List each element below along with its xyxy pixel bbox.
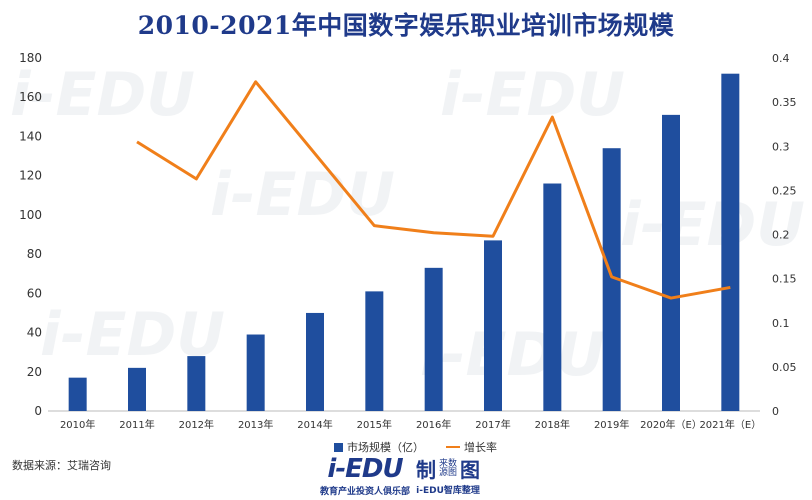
bar-2 — [187, 356, 206, 411]
bar-8 — [543, 183, 562, 411]
x-tick-label: 2012年 — [179, 418, 214, 431]
x-tick-label: 2021年（E） — [699, 418, 761, 431]
legend-item-bars: 市场规模（亿） — [334, 439, 424, 455]
x-tick-label: 2018年 — [535, 418, 570, 431]
logo-block: i-EDU 教育产业投资人俱乐部 — [320, 454, 410, 497]
tick-labels: 0 20 40 60 80 100 120 140 160 180 0 0.05 0.1 0.15 0.2 0… — [19, 51, 796, 431]
bar-5 — [365, 291, 384, 411]
data-source: 数据来源：艾瑞咨询 — [12, 459, 111, 472]
bar-6 — [424, 267, 443, 411]
legend-bar-swatch — [334, 442, 343, 452]
y-right-tick-label: 0.1 — [772, 317, 790, 330]
y-left-tick-label: 20 — [27, 365, 42, 379]
x-tick-label: 2010年 — [60, 418, 95, 431]
y-right-tick-label: 0 — [772, 405, 779, 418]
y-right-tick-label: 0.2 — [772, 229, 790, 242]
x-tick-label: 2017年 — [475, 418, 510, 431]
badge-bottom: 源图 — [439, 467, 458, 478]
y-right-tick-label: 0.3 — [772, 140, 790, 153]
bar-1 — [128, 367, 146, 411]
bar-4 — [306, 312, 324, 411]
chart-title: 2010-2021年中国数字娱乐职业培训市场规模 — [137, 11, 675, 40]
y-right-tick-label: 0.15 — [772, 273, 797, 286]
x-tick-label: 2014年 — [297, 418, 332, 431]
legend-item-line: 增长率 — [446, 439, 497, 455]
legend: 市场规模（亿） 增长率 — [334, 439, 497, 455]
y-left-tick-label: 180 — [19, 51, 42, 65]
bar-10 — [662, 114, 680, 411]
badge-char-1: 制 — [416, 458, 437, 482]
y-right-tick-label: 0.05 — [772, 361, 797, 374]
growth-rate-line — [136, 80, 731, 300]
x-tick-label: 2019年 — [594, 418, 629, 431]
y-left-tick-label: 0 — [34, 404, 42, 418]
logo-text: i-EDU — [327, 453, 403, 484]
x-tick-label: 2011年 — [119, 418, 154, 431]
y-left-tick-label: 40 — [27, 326, 42, 340]
y-left-tick-label: 120 — [19, 169, 42, 183]
legend-bar-label: 市场规模（亿） — [347, 441, 424, 454]
badge-top: 来数 — [439, 458, 458, 469]
y-left-tick-label: 100 — [19, 208, 42, 222]
bar-11 — [721, 73, 740, 411]
badge-block: 制 来数 源图 图 i-EDU智库整理 — [416, 454, 480, 496]
x-tick-label: 2016年 — [416, 418, 451, 431]
y-left-tick-label: 60 — [27, 286, 42, 300]
y-right-tick-label: 0.25 — [772, 184, 797, 197]
x-tick-label: 2013年 — [238, 418, 273, 431]
x-tick-label: 2015年 — [357, 418, 392, 431]
badge-char-2: 图 — [460, 458, 481, 482]
x-tick-label: 2020年（E） — [640, 418, 702, 431]
badge-sub: i-EDU智库整理 — [416, 486, 480, 496]
y-right-tick-label: 0.4 — [772, 52, 790, 65]
logo-tagline: 教育产业投资人俱乐部 — [320, 486, 411, 497]
y-left-tick-label: 140 — [19, 129, 42, 143]
y-right-tick-label: 0.35 — [772, 96, 797, 109]
bar-9 — [602, 148, 621, 411]
footer-logo: i-EDU 教育产业投资人俱乐部 制 来数 源图 图 i-EDU智库整理 — [320, 454, 480, 497]
bar-0 — [68, 377, 87, 411]
line-series — [136, 80, 731, 300]
y-left-tick-label: 80 — [27, 247, 42, 261]
bar-3 — [246, 334, 265, 411]
y-left-tick-label: 160 — [19, 90, 42, 104]
legend-line-label: 增长率 — [464, 441, 497, 454]
legend-line-swatch — [446, 446, 460, 448]
bar-series — [68, 73, 740, 411]
bar-7 — [484, 240, 502, 411]
